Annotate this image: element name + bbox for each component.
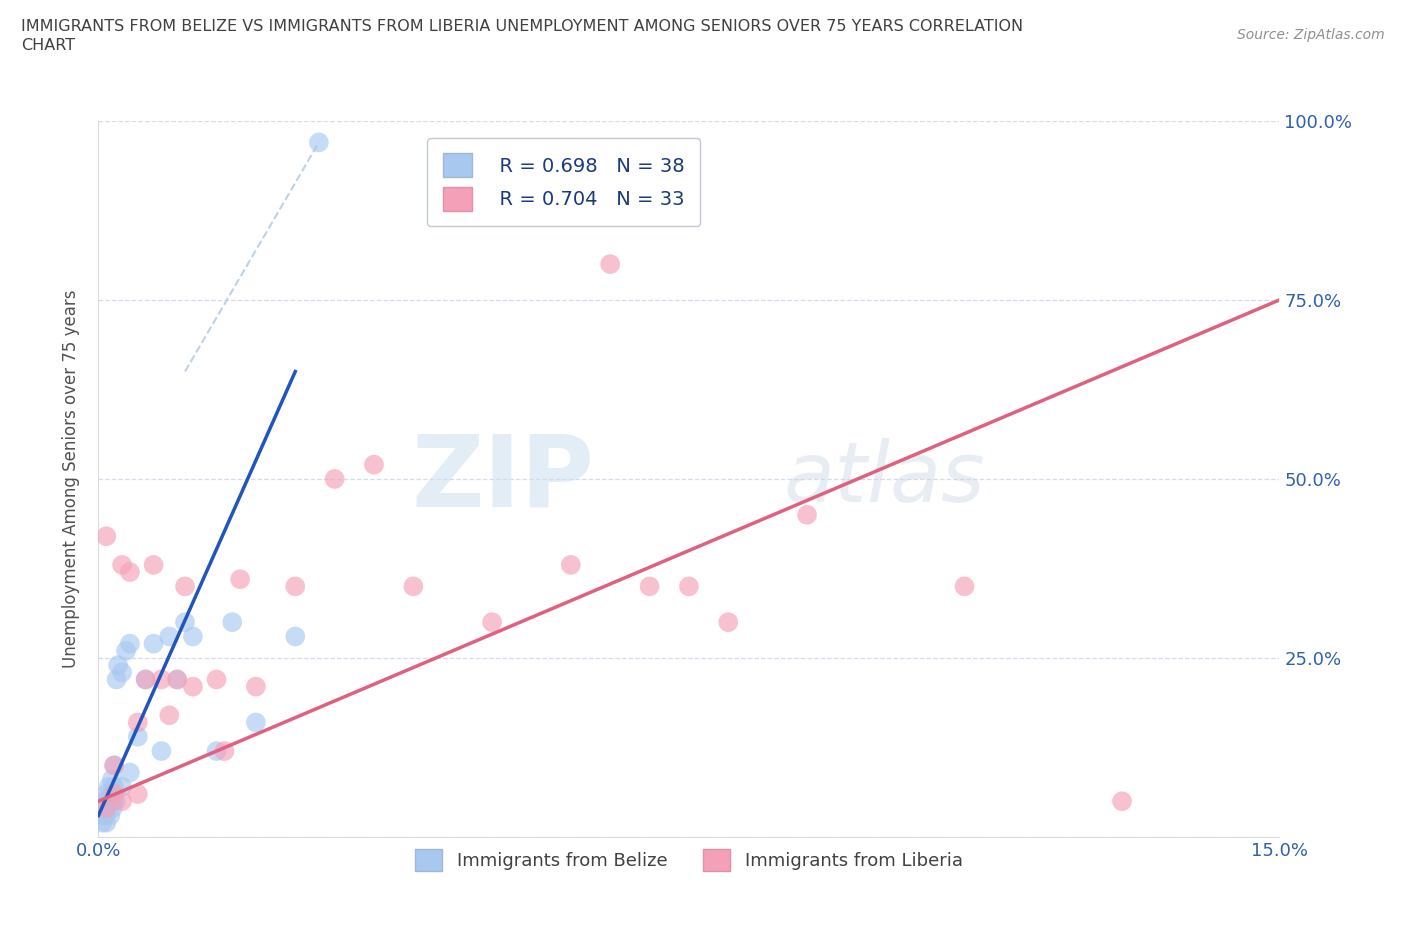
- Point: [142, 557, 165, 572]
- Point: [135, 672, 157, 687]
- Point: [214, 744, 236, 759]
- Point: [599, 257, 621, 272]
- Point: [402, 578, 425, 594]
- Point: [245, 679, 267, 694]
- Text: IMMIGRANTS FROM BELIZE VS IMMIGRANTS FROM LIBERIA UNEMPLOYMENT AMONG SENIORS OVE: IMMIGRANTS FROM BELIZE VS IMMIGRANTS FRO…: [21, 19, 1024, 53]
- Point: [93, 801, 115, 816]
- Point: [157, 629, 180, 644]
- Point: [560, 557, 582, 572]
- Point: [174, 615, 197, 630]
- Point: [96, 801, 118, 816]
- Point: [127, 715, 149, 730]
- Point: [104, 794, 127, 809]
- Point: [97, 779, 120, 794]
- Point: [181, 629, 204, 644]
- Point: [127, 787, 149, 802]
- Point: [118, 636, 141, 651]
- Point: [101, 801, 124, 816]
- Point: [111, 557, 134, 572]
- Point: [111, 794, 134, 809]
- Point: [221, 615, 243, 630]
- Text: atlas: atlas: [783, 438, 986, 520]
- Point: [93, 794, 115, 809]
- Point: [91, 808, 114, 823]
- Point: [94, 808, 117, 823]
- Point: [98, 808, 121, 823]
- Point: [97, 794, 120, 809]
- Point: [953, 578, 976, 594]
- Point: [229, 572, 252, 587]
- Point: [717, 615, 740, 630]
- Point: [96, 529, 118, 544]
- Legend: Immigrants from Belize, Immigrants from Liberia: Immigrants from Belize, Immigrants from …: [408, 842, 970, 878]
- Point: [638, 578, 661, 594]
- Point: [96, 801, 118, 816]
- Point: [205, 744, 228, 759]
- Point: [205, 672, 228, 687]
- Point: [118, 765, 141, 780]
- Point: [284, 578, 307, 594]
- Text: ZIP: ZIP: [412, 431, 595, 527]
- Point: [127, 729, 149, 744]
- Point: [157, 708, 180, 723]
- Point: [96, 787, 118, 802]
- Point: [100, 787, 122, 802]
- Point: [174, 578, 197, 594]
- Point: [245, 715, 267, 730]
- Point: [150, 744, 173, 759]
- Point: [363, 458, 385, 472]
- Point: [181, 679, 204, 694]
- Point: [107, 658, 129, 672]
- Point: [115, 644, 138, 658]
- Text: Source: ZipAtlas.com: Source: ZipAtlas.com: [1237, 28, 1385, 42]
- Point: [166, 672, 188, 687]
- Point: [308, 135, 330, 150]
- Point: [481, 615, 503, 630]
- Point: [91, 816, 114, 830]
- Point: [150, 672, 173, 687]
- Point: [678, 578, 700, 594]
- Point: [323, 472, 346, 486]
- Point: [105, 672, 128, 687]
- Point: [118, 565, 141, 579]
- Point: [1111, 794, 1133, 809]
- Point: [142, 636, 165, 651]
- Point: [103, 779, 125, 794]
- Point: [103, 758, 125, 773]
- Y-axis label: Unemployment Among Seniors over 75 years: Unemployment Among Seniors over 75 years: [62, 290, 80, 668]
- Point: [284, 629, 307, 644]
- Point: [96, 816, 118, 830]
- Point: [111, 665, 134, 680]
- Point: [796, 508, 818, 523]
- Point: [103, 794, 125, 809]
- Point: [103, 787, 125, 802]
- Point: [135, 672, 157, 687]
- Point: [166, 672, 188, 687]
- Point: [101, 772, 124, 787]
- Point: [111, 779, 134, 794]
- Point: [103, 758, 125, 773]
